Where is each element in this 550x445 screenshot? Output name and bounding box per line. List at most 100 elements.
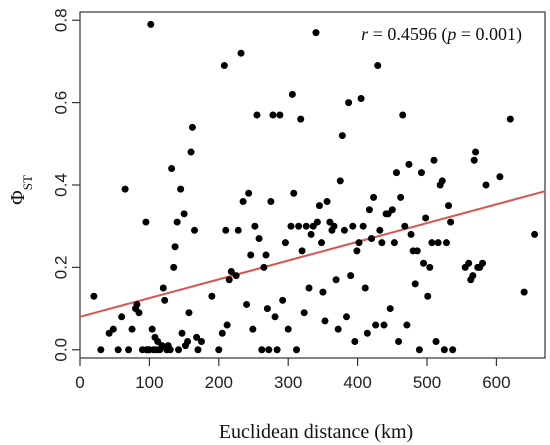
data-point [422, 214, 430, 222]
p-value-text: = 0.001) [456, 24, 522, 45]
data-point [405, 160, 413, 168]
data-point [374, 62, 382, 70]
data-point [180, 210, 188, 218]
data-point [249, 325, 257, 333]
data-point [267, 197, 275, 205]
data-point [276, 111, 284, 119]
data-point [300, 309, 308, 317]
data-point [351, 338, 359, 346]
data-point [114, 346, 122, 354]
y-tick-label: 0.6 [51, 91, 70, 115]
data-point [273, 346, 281, 354]
y-axis-title-main: Φ [7, 190, 29, 205]
data-point [188, 123, 196, 131]
data-point [142, 218, 150, 226]
data-point [365, 206, 373, 214]
data-point [424, 292, 432, 300]
data-point [403, 321, 411, 329]
data-point [118, 313, 126, 321]
data-point [247, 251, 255, 259]
correlation-annotation: r = 0.4596 (p = 0.001) [361, 24, 522, 45]
data-point [245, 189, 253, 197]
data-point [251, 222, 259, 230]
data-point [323, 197, 331, 205]
data-point [445, 202, 453, 210]
data-point [166, 346, 174, 354]
data-point [449, 346, 457, 354]
data-point [340, 226, 348, 234]
data-point [159, 284, 167, 292]
data-point [253, 111, 261, 119]
data-point [370, 193, 378, 201]
data-point [218, 329, 226, 337]
data-point [90, 292, 98, 300]
data-point [255, 235, 263, 243]
data-point [215, 346, 223, 354]
data-point [395, 338, 403, 346]
data-point [178, 329, 186, 337]
data-point [258, 346, 266, 354]
data-point [121, 185, 129, 193]
data-point [357, 95, 365, 102]
data-point [428, 239, 436, 247]
data-point [265, 346, 273, 354]
data-point [390, 239, 398, 247]
data-point [386, 305, 394, 313]
data-point [147, 20, 155, 28]
x-tick-label: 200 [205, 373, 233, 392]
x-axis: 0 100 200 300 400 500 600 [75, 358, 511, 392]
x-tick-label: 400 [343, 373, 371, 392]
data-point [415, 346, 423, 354]
data-point [197, 338, 205, 346]
data-point [133, 300, 141, 308]
data-point [223, 321, 231, 329]
data-point [243, 300, 251, 308]
data-point [171, 243, 179, 251]
x-axis-title: Euclidean distance (km) [219, 421, 413, 443]
data-point [318, 239, 326, 247]
data-point [168, 165, 176, 173]
data-point [469, 272, 477, 280]
data-point [271, 313, 279, 321]
data-point [399, 111, 407, 119]
data-point [297, 115, 305, 123]
r-value-text: = 0.4596 ( [368, 24, 447, 45]
data-point [482, 181, 490, 189]
data-point [315, 202, 323, 210]
data-point [135, 309, 143, 317]
data-point [302, 222, 310, 230]
data-point [173, 218, 181, 226]
data-point [234, 226, 242, 234]
data-point [262, 251, 270, 259]
data-point [295, 222, 303, 230]
data-point [520, 288, 528, 296]
data-point [440, 346, 448, 354]
data-point [175, 346, 183, 354]
data-point [177, 185, 185, 193]
y-axis-title: ΦST [7, 175, 35, 205]
data-point [185, 309, 193, 317]
y-axis-title-group: ΦST [7, 175, 35, 205]
data-point [284, 325, 292, 333]
data-point [506, 115, 514, 123]
y-axis-title-sub: ST [20, 175, 35, 190]
data-point [222, 226, 230, 234]
data-point [401, 222, 409, 230]
data-point [187, 148, 195, 156]
x-tick-label: 0 [75, 373, 84, 392]
data-point [109, 325, 117, 333]
data-point [170, 263, 178, 271]
x-tick-label: 600 [482, 373, 510, 392]
data-point [363, 329, 371, 337]
data-point [411, 280, 419, 288]
data-point [313, 218, 321, 226]
data-point [239, 197, 247, 205]
data-point [288, 90, 296, 98]
data-point [269, 111, 277, 119]
data-point [359, 222, 367, 230]
data-point [413, 247, 421, 255]
data-point [290, 189, 298, 197]
